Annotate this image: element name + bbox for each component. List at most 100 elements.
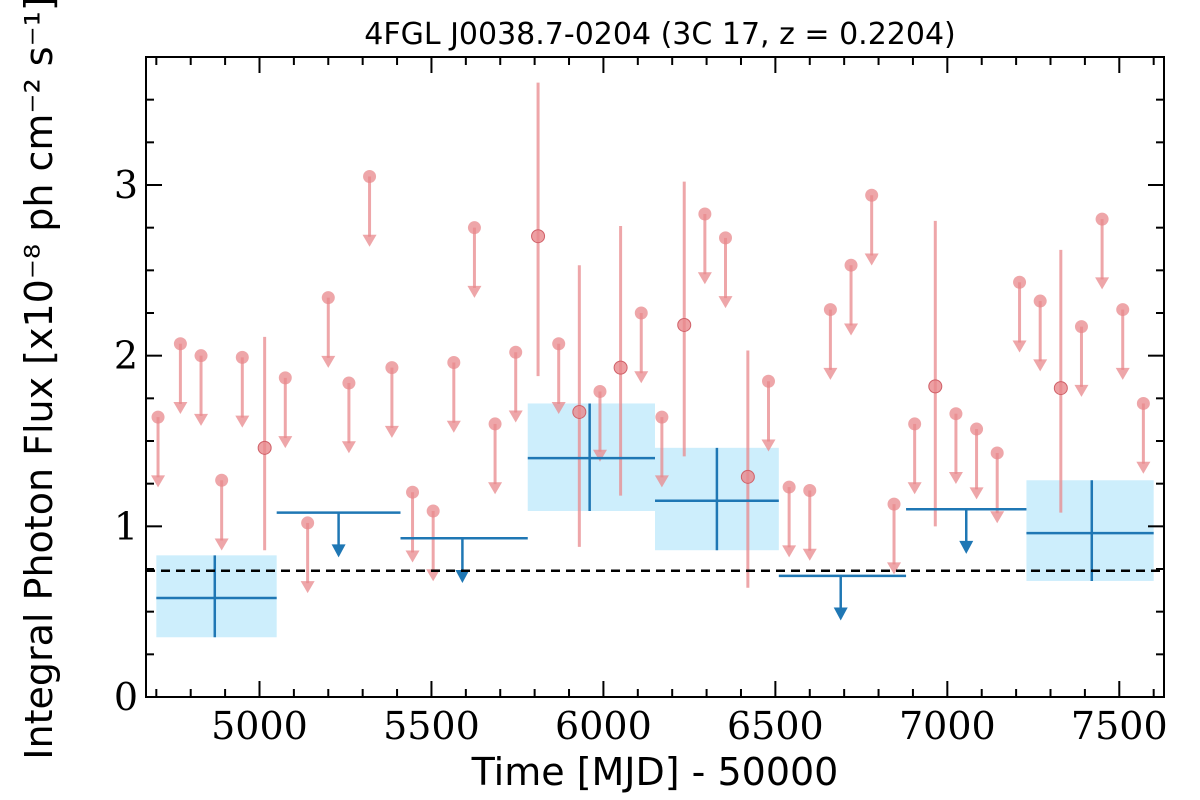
short-bin-ul-arrowhead [426, 569, 441, 582]
short-bin-ul-point [235, 350, 249, 364]
x-tick-label: 6500 [727, 704, 824, 748]
y-tick-label: 2 [114, 334, 138, 378]
x-tick-label: 5000 [211, 704, 308, 748]
long-bin-ul-arrowhead [331, 544, 346, 558]
short-bin-ul-point [990, 446, 1004, 460]
short-bin-ul-point [823, 303, 837, 317]
short-bin-ul-point [488, 417, 502, 431]
short-bin-ul-arrowhead [1033, 359, 1048, 372]
long-bin-ul-arrowhead [833, 607, 848, 621]
long-bin-band [1026, 480, 1154, 581]
short-bin-ul-arrowhead [551, 401, 566, 414]
short-bin-ul-point [173, 337, 187, 351]
short-bin-points [151, 82, 1151, 594]
x-axis-label: Time [MJD] - 50000 [471, 750, 839, 794]
short-bin-ul-arrowhead [802, 548, 817, 561]
short-bin-ul-arrowhead [300, 581, 315, 594]
short-bin-ul-point [655, 410, 669, 424]
short-bin-ul-arrowhead [1136, 461, 1151, 474]
short-bin-ul-point [887, 497, 901, 511]
short-bin-ul-point [803, 483, 817, 497]
short-bin-ul-arrowhead [864, 253, 879, 266]
short-bin-ul-arrowhead [907, 482, 922, 495]
y-tick-label: 0 [114, 675, 138, 719]
short-bin-ul-arrowhead [654, 475, 669, 488]
x-tick-label: 7500 [1071, 704, 1168, 748]
short-bin-point [677, 317, 692, 332]
short-bin-ul-point [719, 231, 733, 245]
short-bin-ul-arrowhead [467, 285, 482, 298]
tick-labels: 5000 5500 6000 6500 7000 7500 0 1 2 3 [114, 163, 1168, 748]
short-bin-ul-point [447, 355, 461, 369]
short-bin-ul-arrowhead [321, 355, 336, 368]
short-bin-ul-arrowhead [341, 441, 356, 454]
short-bin-ul-arrowhead [362, 234, 377, 247]
long-bin-points [156, 403, 1154, 638]
short-bin-ul-arrowhead [844, 323, 859, 336]
short-bin-ul-arrowhead [887, 562, 902, 575]
short-bin-ul-point [1116, 303, 1130, 317]
short-bin-ul-point [278, 371, 292, 385]
short-bin-point [1053, 381, 1068, 396]
short-bin-ul-point [782, 480, 796, 494]
short-bin-ul-arrowhead [173, 401, 188, 414]
short-bin-ul-arrowhead [508, 410, 523, 423]
short-bin-ul-point [1074, 320, 1088, 334]
short-bin-ul-point [761, 374, 775, 388]
short-bin-ul-arrowhead [969, 487, 984, 500]
short-bin-ul-arrowhead [278, 436, 293, 449]
short-bin-ul-point [1136, 396, 1150, 410]
axes-frame [145, 56, 1165, 698]
short-bin-ul-point [552, 337, 566, 351]
short-bin-ul-arrowhead [151, 475, 166, 488]
short-bin-ul-point [194, 349, 208, 363]
y-axis-label: Integral Photon Flux [x10⁻⁸ ph cm⁻² s⁻¹] [17, 0, 61, 760]
short-bin-ul-arrowhead [718, 296, 733, 309]
short-bin-ul-point [949, 407, 963, 421]
short-bin-ul-arrowhead [405, 550, 420, 563]
short-bin-ul-arrowhead [214, 538, 229, 551]
short-bin-ul-arrowhead [948, 471, 963, 484]
short-bin-ul-arrowhead [697, 272, 712, 285]
short-bin-ul-arrowhead [1074, 384, 1089, 397]
short-bin-ul-point [467, 221, 481, 235]
short-bin-ul-point [321, 291, 335, 305]
y-tick-label: 3 [114, 163, 138, 207]
short-bin-ul-point [698, 207, 712, 221]
long-bin-band [156, 555, 277, 638]
short-bin-ul-point [385, 361, 399, 375]
short-bin-ul-point [1095, 212, 1109, 226]
x-tick-label: 5500 [383, 704, 480, 748]
x-tick-label: 7000 [899, 704, 996, 748]
short-bin-ul-point [844, 258, 858, 272]
chart-title: 4FGL J0038.7-0204 (3C 17, z = 0.2204) [364, 17, 956, 52]
short-bin-point [572, 404, 587, 419]
short-bin-ul-arrowhead [1095, 277, 1110, 290]
short-bin-ul-point [406, 485, 420, 499]
short-bin-ul-arrowhead [384, 425, 399, 438]
short-bin-ul-point [151, 410, 165, 424]
short-bin-ul-arrowhead [823, 367, 838, 380]
long-bin-ul-arrowhead [455, 569, 470, 583]
short-bin-ul-arrowhead [446, 420, 461, 433]
short-bin-point [613, 360, 628, 375]
short-bin-ul-arrowhead [782, 545, 797, 558]
short-bin-ul-point [1033, 294, 1047, 308]
plot-frame [145, 56, 1165, 698]
short-bin-ul-point [1013, 275, 1027, 289]
short-bin-ul-arrowhead [488, 482, 503, 495]
short-bin-ul-point [634, 306, 648, 320]
short-bin-ul-point [593, 385, 607, 399]
short-bin-ul-arrowhead [1012, 340, 1027, 353]
short-bin-ul-arrowhead [235, 415, 250, 428]
short-bin-ul-point [342, 376, 356, 390]
short-bin-ul-arrowhead [761, 439, 776, 452]
short-bin-ul-point [509, 345, 523, 359]
short-bin-ul-point [865, 188, 879, 202]
short-bin-ul-point [215, 473, 229, 487]
short-bin-point [531, 229, 546, 244]
y-tick-label: 1 [114, 504, 138, 548]
short-bin-ul-arrowhead [194, 413, 209, 426]
short-bin-point [740, 469, 755, 484]
